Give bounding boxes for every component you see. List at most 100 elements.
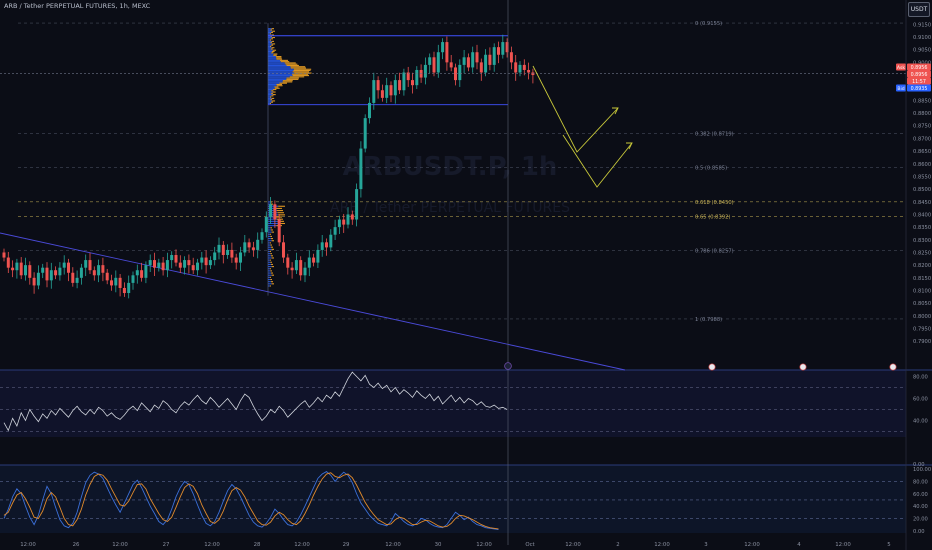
symbol-title[interactable]: ARB / Tether PERPETUAL FUTURES, 1h, MEXC <box>4 2 151 10</box>
volume-profile-bar <box>271 31 274 34</box>
volume-profile-bar <box>268 77 287 79</box>
candle-body <box>105 272 109 281</box>
candle-body <box>131 275 135 283</box>
volume-profile-bar <box>268 38 272 40</box>
candle-body <box>24 265 27 276</box>
volume-profile-bar <box>271 274 274 276</box>
candle-body <box>329 234 333 248</box>
time-tick-label: 26 <box>73 542 80 548</box>
volume-profile-bar <box>268 34 272 36</box>
volume-profile-bar <box>268 71 293 73</box>
price-tag-value: 0.8956 <box>911 72 928 78</box>
volume-profile-bar <box>270 42 273 44</box>
volume-profile-bar <box>268 207 277 209</box>
volume-profile-bar <box>269 276 271 278</box>
time-tick-label: Oct <box>525 542 534 548</box>
volume-profile-bar <box>276 207 282 209</box>
candle-body <box>101 265 105 273</box>
volume-profile-bar <box>293 69 311 72</box>
candle-body <box>140 270 144 278</box>
price-tag-side <box>896 63 906 71</box>
volume-profile-bar <box>268 28 272 30</box>
crosshair-marker-icon <box>504 362 512 370</box>
price-tick-label: 0.8250 <box>913 250 931 256</box>
volume-profile-bar <box>268 266 272 268</box>
price-tag <box>907 63 931 71</box>
volume-profile-bar <box>271 44 274 46</box>
volume-profile-bar <box>268 227 271 229</box>
volume-profile-bar <box>268 210 277 212</box>
volume-profile-bar <box>273 88 277 91</box>
candle-body <box>436 52 440 73</box>
volume-profile-bar <box>268 100 273 102</box>
volume-profile-bar <box>277 218 283 220</box>
volume-profile-bar <box>268 261 271 263</box>
volume-profile-bar <box>268 85 277 87</box>
volume-profile-bar <box>277 220 284 222</box>
candle-body <box>303 267 307 276</box>
candle-body <box>428 57 432 65</box>
volume-profile-bar <box>268 201 271 203</box>
candle-body <box>148 260 152 266</box>
volume-profile-bar <box>292 73 309 75</box>
price-tick-label: 0.8750 <box>913 124 931 130</box>
volume-profile-bar <box>272 43 276 45</box>
currency-button[interactable]: USDT <box>908 2 930 17</box>
volume-profile-bar <box>276 57 282 59</box>
volume-profile-bar <box>268 248 272 250</box>
time-tick-label: 30 <box>435 542 442 548</box>
candle-body <box>501 42 505 55</box>
volume-profile-bar <box>268 99 271 101</box>
volume-profile-bar <box>278 214 285 216</box>
time-tick-label: 12:00 <box>654 542 670 548</box>
candle-body <box>226 249 230 256</box>
volume-profile-bar <box>268 220 278 222</box>
volume-profile-bar <box>269 39 272 41</box>
candle-body <box>411 80 414 86</box>
volume-profile-bar <box>268 255 271 257</box>
volume-profile-bar <box>271 238 273 240</box>
fib-level-label: 0.382 (0.8719) <box>695 132 734 138</box>
candle-body <box>337 219 341 228</box>
volume-profile-bar <box>268 31 272 34</box>
volume-profile-bar <box>276 56 282 58</box>
stoch-tick-label: 80.00 <box>913 479 928 485</box>
volume-profile-bar <box>271 47 275 49</box>
candle-body <box>183 260 187 268</box>
volume-profile-bar <box>269 250 271 253</box>
price-tag <box>907 70 931 78</box>
candle-body <box>217 244 221 253</box>
volume-profile-bar <box>268 225 277 227</box>
rsi-tick-label: 40.00 <box>913 419 928 425</box>
volume-profile-bar <box>277 210 283 212</box>
candle-body <box>479 62 483 73</box>
price-tick-label: 0.8600 <box>913 162 931 168</box>
candle-body <box>368 102 371 119</box>
candle-body <box>277 219 281 243</box>
volume-profile-bar <box>268 278 271 281</box>
candle-body <box>320 242 324 250</box>
candle-body <box>518 64 522 73</box>
volume-profile-bar <box>268 75 293 77</box>
volume-profile-bar <box>268 94 273 96</box>
volume-profile-bar <box>272 100 276 102</box>
volume-profile-bar <box>268 80 283 82</box>
candle-body <box>402 72 406 91</box>
time-tick-label: 12:00 <box>385 542 401 548</box>
volume-profile-bar <box>268 268 270 270</box>
candle-body <box>484 54 488 73</box>
volume-profile-bar <box>268 96 270 98</box>
candle-body <box>191 265 195 271</box>
volume-profile-bar <box>271 40 275 42</box>
event-flag-icon <box>708 363 716 371</box>
time-tick-label: 3 <box>704 542 707 548</box>
candle-body <box>432 57 436 73</box>
price-tick-label: 0.8350 <box>913 225 931 231</box>
time-tick-label: 12:00 <box>744 542 760 548</box>
volume-profile-bar <box>282 81 293 83</box>
volume-profile-bar <box>268 53 274 55</box>
volume-profile-bar <box>268 61 281 63</box>
time-tick-label: 12:00 <box>565 542 581 548</box>
candle-body <box>269 204 273 217</box>
